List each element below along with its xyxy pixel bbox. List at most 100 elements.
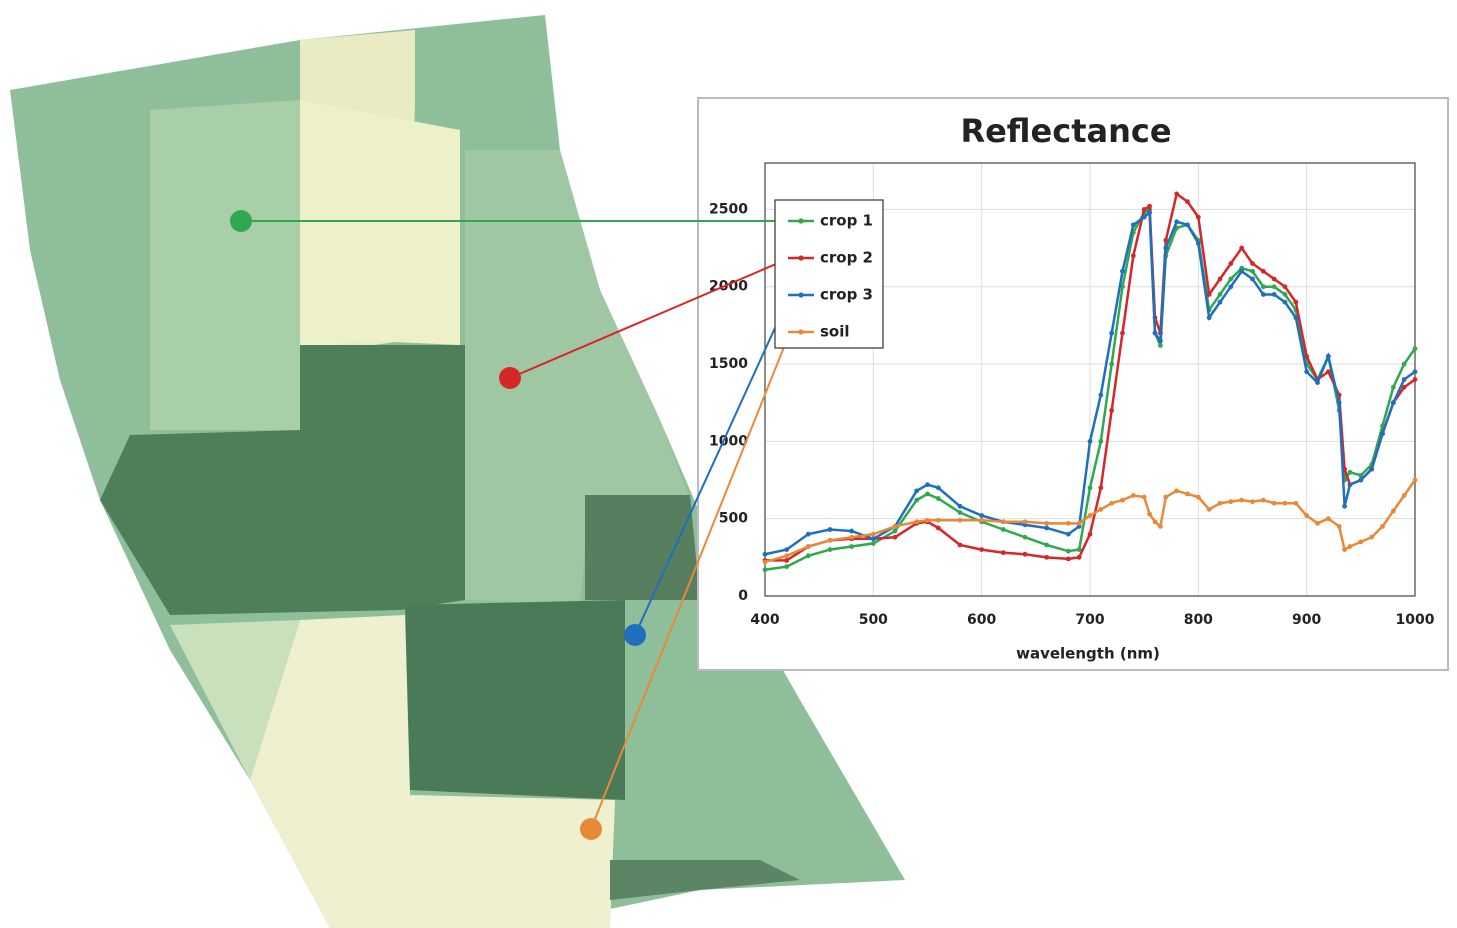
point bbox=[784, 564, 790, 570]
point bbox=[914, 497, 920, 503]
point bbox=[957, 542, 963, 548]
point bbox=[1000, 550, 1006, 556]
point bbox=[1239, 245, 1245, 251]
point bbox=[1380, 524, 1385, 529]
point bbox=[1282, 284, 1288, 290]
point bbox=[1271, 500, 1277, 506]
point bbox=[1109, 361, 1115, 367]
legend-label: crop 2 bbox=[820, 249, 873, 267]
point bbox=[1347, 482, 1353, 488]
point bbox=[1325, 353, 1331, 359]
point bbox=[1304, 513, 1310, 518]
point bbox=[1217, 299, 1223, 305]
point bbox=[1293, 500, 1299, 506]
point bbox=[1120, 284, 1125, 290]
chart-panel bbox=[697, 97, 1449, 671]
legend-box bbox=[774, 199, 884, 349]
x-tick-label: 500 bbox=[859, 612, 888, 628]
point bbox=[1336, 400, 1342, 406]
map-sample-point bbox=[580, 818, 602, 840]
point bbox=[1304, 369, 1310, 375]
point bbox=[1174, 219, 1180, 225]
point bbox=[1087, 531, 1093, 537]
point bbox=[935, 485, 941, 491]
point bbox=[892, 528, 898, 534]
point bbox=[1044, 554, 1050, 560]
point bbox=[1217, 276, 1223, 282]
point bbox=[1087, 513, 1093, 518]
point bbox=[784, 553, 790, 559]
point bbox=[1022, 519, 1028, 525]
point bbox=[935, 517, 941, 523]
legend-swatch-dot bbox=[798, 218, 804, 224]
x-tick-label: 400 bbox=[750, 612, 779, 628]
point bbox=[1174, 488, 1180, 494]
point bbox=[925, 517, 930, 523]
point bbox=[1120, 497, 1125, 503]
point bbox=[1380, 431, 1385, 437]
point bbox=[762, 559, 768, 565]
point bbox=[1217, 500, 1223, 506]
y-tick-label: 500 bbox=[719, 511, 748, 527]
point bbox=[870, 536, 876, 542]
point bbox=[805, 553, 811, 559]
point bbox=[1098, 507, 1104, 512]
point bbox=[1000, 519, 1006, 525]
forest bbox=[100, 345, 465, 615]
x-tick-label: 900 bbox=[1292, 612, 1321, 628]
point bbox=[1250, 276, 1255, 282]
point bbox=[1152, 519, 1158, 525]
point bbox=[979, 517, 985, 523]
point bbox=[1141, 206, 1147, 212]
point bbox=[1250, 499, 1255, 505]
y-tick-label: 2000 bbox=[709, 279, 748, 295]
point bbox=[1369, 534, 1375, 540]
point bbox=[784, 547, 790, 553]
point bbox=[1412, 346, 1418, 351]
point bbox=[1087, 438, 1093, 444]
legend-swatch-dot bbox=[798, 329, 804, 335]
point bbox=[1260, 268, 1266, 274]
aerial-map bbox=[10, 15, 905, 928]
callout-line bbox=[634, 294, 791, 636]
point bbox=[925, 491, 930, 497]
point bbox=[1076, 520, 1082, 526]
point bbox=[914, 519, 920, 525]
point bbox=[1412, 369, 1418, 375]
point bbox=[1065, 531, 1071, 537]
point bbox=[1401, 384, 1407, 390]
point bbox=[1250, 261, 1255, 266]
point bbox=[1304, 353, 1310, 359]
point bbox=[1163, 494, 1169, 500]
point bbox=[1109, 500, 1115, 506]
point bbox=[1401, 361, 1407, 367]
point bbox=[1358, 539, 1364, 545]
field bbox=[250, 615, 615, 928]
point bbox=[1239, 497, 1245, 503]
point bbox=[870, 531, 876, 537]
legend-label: soil bbox=[820, 323, 850, 341]
point bbox=[870, 541, 876, 546]
point bbox=[1239, 268, 1245, 274]
point bbox=[805, 544, 811, 549]
point bbox=[1044, 525, 1050, 531]
point bbox=[1130, 493, 1136, 498]
point bbox=[1325, 369, 1331, 375]
point bbox=[1206, 507, 1212, 512]
point bbox=[1228, 261, 1234, 266]
x-tick-label: 600 bbox=[967, 612, 996, 628]
point bbox=[1342, 503, 1347, 509]
point bbox=[1206, 315, 1212, 321]
point bbox=[1098, 392, 1104, 398]
series bbox=[762, 477, 1418, 565]
point bbox=[1412, 377, 1418, 382]
point bbox=[1158, 343, 1163, 348]
y-tick-label: 0 bbox=[738, 588, 748, 604]
point bbox=[1185, 199, 1190, 205]
point bbox=[1000, 527, 1006, 532]
field bbox=[465, 150, 690, 605]
point bbox=[1022, 534, 1028, 540]
point bbox=[1282, 299, 1288, 305]
point bbox=[805, 531, 811, 537]
point bbox=[979, 547, 985, 553]
